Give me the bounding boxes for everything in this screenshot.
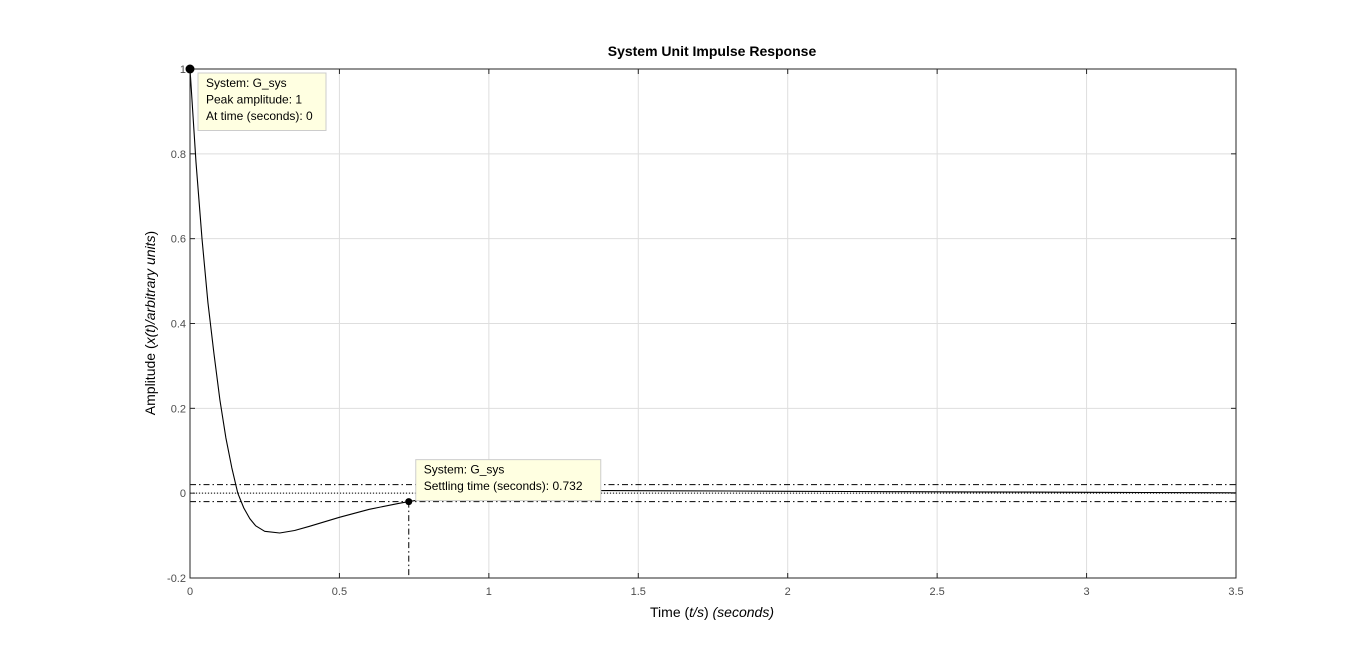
y-tick-label: 0.8 [171,149,186,161]
grid-lines [189,68,1237,579]
datatips: System: G_sys Peak amplitude: 1 At time (s… [185,64,602,506]
chart-title: System Unit Impulse Response [608,43,817,59]
x-tick-label: 0.5 [332,586,347,598]
x-tick-label: 1 [486,586,492,598]
datatip-text: Settling time (seconds): 0.732 [424,479,583,493]
y-tick-label: 0.4 [171,319,186,331]
datatip-text: System: G_sys [206,76,287,90]
datatip-text: At time (seconds): 0 [206,109,313,123]
response-curve [189,68,1237,534]
x-tick-label: 1.5 [631,586,646,598]
datatip-text: Peak amplitude: 1 [206,93,302,107]
y-axis-label: Amplitude (x(t)/arbitrary units) [142,231,158,415]
x-tick-label: 2.5 [929,586,944,598]
datatip-box [415,459,602,502]
datatip-box [197,72,327,131]
datatip-marker [405,498,413,506]
y-tick-label: 0 [180,488,186,500]
y-axis: -0.2 0 0.2 0.4 0.6 0.8 1 [167,64,1236,585]
x-axis-label: Time (t/s) (seconds) [650,604,774,620]
x-tick-label: 3.5 [1228,586,1243,598]
x-tick-label: 2 [785,586,791,598]
x-tick-label: 3 [1084,586,1090,598]
datatip-text: System: G_sys [424,463,505,477]
y-tick-label: 0.6 [171,234,186,246]
x-tick-label: 0 [187,586,193,598]
y-tick-label: -0.2 [167,573,186,585]
y-tick-label: 1 [180,64,186,76]
response-curve-group [189,68,1237,534]
y-tick-label: 0.2 [171,403,186,415]
datatip-marker [185,64,195,74]
x-axis: 0 0.5 1 1.5 2 2.5 3 3.5 [187,69,1244,598]
